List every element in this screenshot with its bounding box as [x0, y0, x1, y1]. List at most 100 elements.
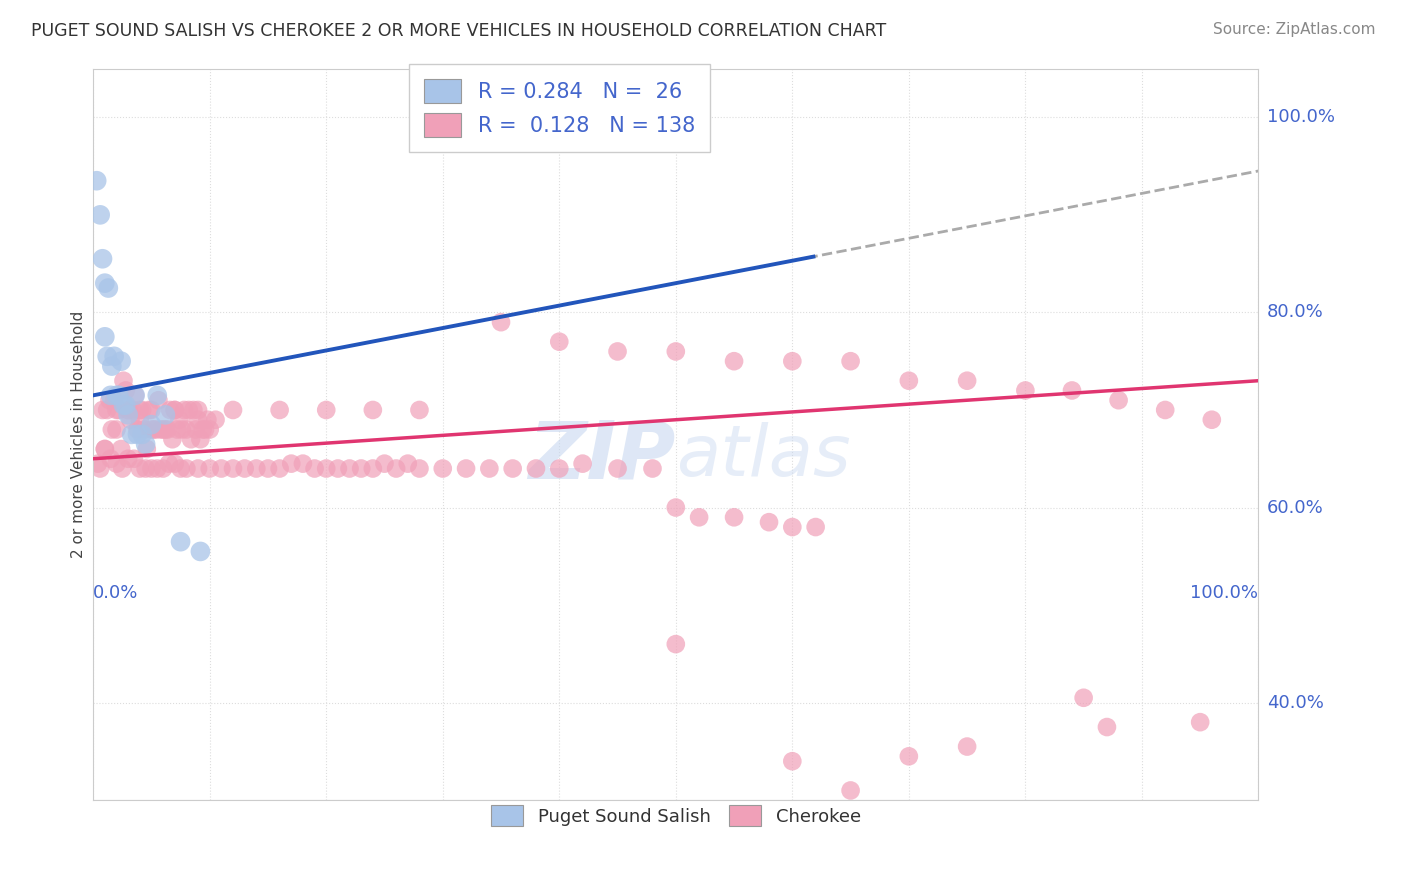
- Point: [96, 349, 118, 363]
- Point: [124, 388, 146, 402]
- Point: [408, 403, 430, 417]
- Point: [198, 461, 221, 475]
- Point: [170, 422, 193, 436]
- Point: [112, 374, 135, 388]
- Point: [176, 461, 198, 475]
- Point: [782, 754, 804, 768]
- Point: [257, 461, 280, 475]
- Point: [124, 388, 146, 402]
- Point: [94, 276, 117, 290]
- Text: Source: ZipAtlas.com: Source: ZipAtlas.com: [1212, 22, 1375, 37]
- Point: [1201, 413, 1223, 427]
- Point: [956, 739, 979, 754]
- Point: [432, 461, 454, 475]
- Point: [194, 422, 217, 436]
- Point: [839, 354, 862, 368]
- Point: [135, 437, 157, 451]
- Point: [157, 457, 180, 471]
- Point: [361, 461, 384, 475]
- Point: [187, 413, 209, 427]
- Point: [117, 403, 139, 417]
- Point: [198, 422, 221, 436]
- Point: [1189, 715, 1212, 730]
- Point: [571, 457, 593, 471]
- Point: [183, 403, 205, 417]
- Point: [142, 422, 165, 436]
- Text: 100.0%: 100.0%: [1191, 584, 1258, 602]
- Point: [152, 422, 174, 436]
- Point: [169, 413, 191, 427]
- Point: [98, 393, 121, 408]
- Point: [166, 422, 188, 436]
- Point: [108, 388, 131, 402]
- Text: 60.0%: 60.0%: [1267, 499, 1323, 516]
- Point: [146, 461, 169, 475]
- Point: [97, 281, 120, 295]
- Text: atlas: atlas: [676, 422, 851, 491]
- Point: [145, 422, 167, 436]
- Point: [782, 520, 804, 534]
- Point: [606, 461, 628, 475]
- Point: [141, 461, 163, 475]
- Point: [162, 432, 184, 446]
- Point: [114, 384, 136, 398]
- Point: [280, 457, 302, 471]
- Point: [524, 461, 547, 475]
- Point: [135, 442, 157, 456]
- Point: [304, 461, 326, 475]
- Point: [131, 403, 153, 417]
- Point: [141, 403, 163, 417]
- Point: [269, 461, 291, 475]
- Point: [148, 393, 170, 408]
- Point: [122, 451, 145, 466]
- Legend: Puget Sound Salish, Cherokee: Puget Sound Salish, Cherokee: [482, 797, 870, 835]
- Point: [117, 403, 139, 417]
- Point: [103, 349, 125, 363]
- Point: [94, 442, 117, 456]
- Point: [117, 451, 139, 466]
- Point: [641, 461, 664, 475]
- Point: [89, 461, 111, 475]
- Point: [135, 461, 157, 475]
- Point: [163, 403, 186, 417]
- Point: [606, 344, 628, 359]
- Point: [101, 359, 124, 373]
- Point: [117, 408, 139, 422]
- Point: [1095, 720, 1118, 734]
- Text: 100.0%: 100.0%: [1267, 108, 1334, 127]
- Text: 80.0%: 80.0%: [1267, 303, 1323, 321]
- Point: [190, 544, 212, 558]
- Point: [108, 403, 131, 417]
- Point: [489, 315, 512, 329]
- Point: [114, 398, 136, 412]
- Point: [195, 413, 218, 427]
- Point: [222, 461, 245, 475]
- Point: [128, 461, 150, 475]
- Point: [665, 500, 688, 515]
- Point: [128, 413, 150, 427]
- Point: [478, 461, 501, 475]
- Point: [173, 403, 195, 417]
- Point: [127, 422, 149, 436]
- Point: [120, 413, 142, 427]
- Point: [1108, 393, 1130, 408]
- Point: [163, 403, 186, 417]
- Point: [127, 427, 149, 442]
- Point: [94, 442, 117, 456]
- Point: [548, 461, 571, 475]
- Point: [269, 403, 291, 417]
- Point: [141, 417, 163, 432]
- Point: [245, 461, 267, 475]
- Point: [1014, 384, 1036, 398]
- Point: [187, 461, 209, 475]
- Text: 0.0%: 0.0%: [93, 584, 139, 602]
- Point: [723, 354, 745, 368]
- Point: [339, 461, 361, 475]
- Point: [91, 403, 114, 417]
- Point: [897, 749, 920, 764]
- Point: [408, 461, 430, 475]
- Point: [86, 174, 108, 188]
- Point: [782, 354, 804, 368]
- Point: [233, 461, 256, 475]
- Point: [176, 422, 198, 436]
